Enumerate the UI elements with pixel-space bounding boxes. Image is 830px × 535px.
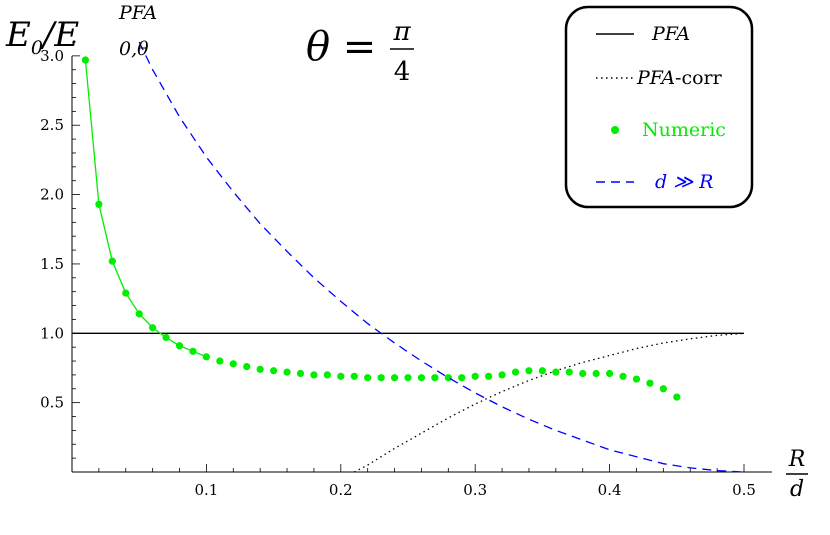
x-axis-label-denominator: d xyxy=(790,477,804,502)
legend-label-numeric: Numeric xyxy=(642,119,726,141)
numeric-point xyxy=(646,379,654,387)
x-tick-label: 0.1 xyxy=(194,481,218,499)
numeric-point xyxy=(606,369,614,378)
numeric-point xyxy=(122,289,130,297)
numeric-point xyxy=(337,372,345,380)
y-axis-label: E0/E xyxy=(5,15,79,59)
x-axis-label-numerator: R xyxy=(788,447,806,472)
y-axis-label-sub0: 0 xyxy=(31,37,43,59)
numeric-point xyxy=(619,372,627,380)
numeric-point xyxy=(216,357,224,365)
numeric-point xyxy=(592,369,600,378)
numeric-point xyxy=(350,372,358,380)
y-tick-label: 1.5 xyxy=(40,255,64,273)
numeric-point xyxy=(377,374,385,382)
numeric-curve xyxy=(84,59,207,358)
numeric-point xyxy=(323,371,331,379)
numeric-point xyxy=(390,374,399,382)
numeric-point xyxy=(458,374,466,382)
legend-label-pfacorr-rest: -corr xyxy=(675,67,723,89)
numeric-point xyxy=(444,374,452,382)
x-tick-label: 0.3 xyxy=(463,481,487,499)
legend-label-far: d ≫ R xyxy=(655,171,713,193)
numeric-point xyxy=(175,342,184,350)
theta-annotation: θ = xyxy=(306,24,376,70)
x-tick-label: 0.2 xyxy=(329,481,353,499)
x-tick-label: 0.5 xyxy=(732,481,756,499)
numeric-point xyxy=(310,371,318,379)
y-tick-label: 3.0 xyxy=(40,47,64,65)
numeric-point xyxy=(579,369,587,378)
numeric-point xyxy=(135,310,143,318)
numeric-point xyxy=(162,333,170,342)
numeric-point xyxy=(108,257,116,265)
theta-annotation-numerator: π xyxy=(392,17,411,47)
numeric-point xyxy=(270,367,278,375)
y-tick-label: 0.5 xyxy=(40,394,64,412)
series-layer xyxy=(72,41,745,473)
d-r-line xyxy=(138,41,745,473)
theta-annotation-denominator: 4 xyxy=(394,57,411,87)
numeric-point xyxy=(431,374,439,382)
legend-label-pfa: PFA xyxy=(651,23,690,45)
y-axis-label-subscript: 0,θ xyxy=(119,38,149,60)
numeric-point xyxy=(283,368,291,376)
numeric-point xyxy=(565,368,573,376)
numeric-point xyxy=(256,365,264,373)
numeric-point xyxy=(471,372,479,380)
numeric-point xyxy=(417,374,426,382)
numeric-point xyxy=(202,353,210,361)
numeric-point xyxy=(81,56,90,64)
x-tick-label: 0.4 xyxy=(598,481,622,499)
numeric-point xyxy=(364,374,372,382)
pfa-corr-line xyxy=(353,332,745,473)
numeric-point xyxy=(632,375,641,383)
legend-label-pfacorr: PFA-corr xyxy=(636,67,723,89)
y-axis-label-main: E xyxy=(5,15,31,55)
numeric-point xyxy=(511,368,520,376)
y-tick-label: 2.0 xyxy=(40,186,64,204)
numeric-point xyxy=(485,372,493,380)
numeric-point xyxy=(552,368,560,376)
numeric-point xyxy=(95,200,103,208)
numeric-point xyxy=(149,324,157,332)
numeric-point xyxy=(404,374,412,382)
numeric-point xyxy=(498,371,506,379)
legend-label-pfacorr-italic: PFA xyxy=(636,67,675,89)
numeric-point xyxy=(673,393,681,401)
numeric-point xyxy=(189,347,197,355)
numeric-point xyxy=(296,369,305,378)
y-tick-label: 2.5 xyxy=(40,116,64,134)
y-axis-label-slash: /E xyxy=(40,15,79,55)
y-axis-label-sup: PFA xyxy=(118,2,157,24)
numeric-point xyxy=(525,367,533,375)
numeric-point xyxy=(243,362,251,371)
numeric-point xyxy=(659,385,667,393)
numeric-point xyxy=(538,367,547,375)
axes: 0.1 0.2 0.3 0.4 0.5 0.5 1.0 1.5 2.0 2.5 3.0 xyxy=(40,41,772,499)
legend: PFA PFA-corr Numeric d ≫ R xyxy=(564,5,754,209)
y-tick-label: 1.0 xyxy=(40,324,64,342)
numeric-point xyxy=(229,360,237,368)
legend-swatch-numeric xyxy=(611,126,619,134)
legend-box xyxy=(564,5,754,209)
